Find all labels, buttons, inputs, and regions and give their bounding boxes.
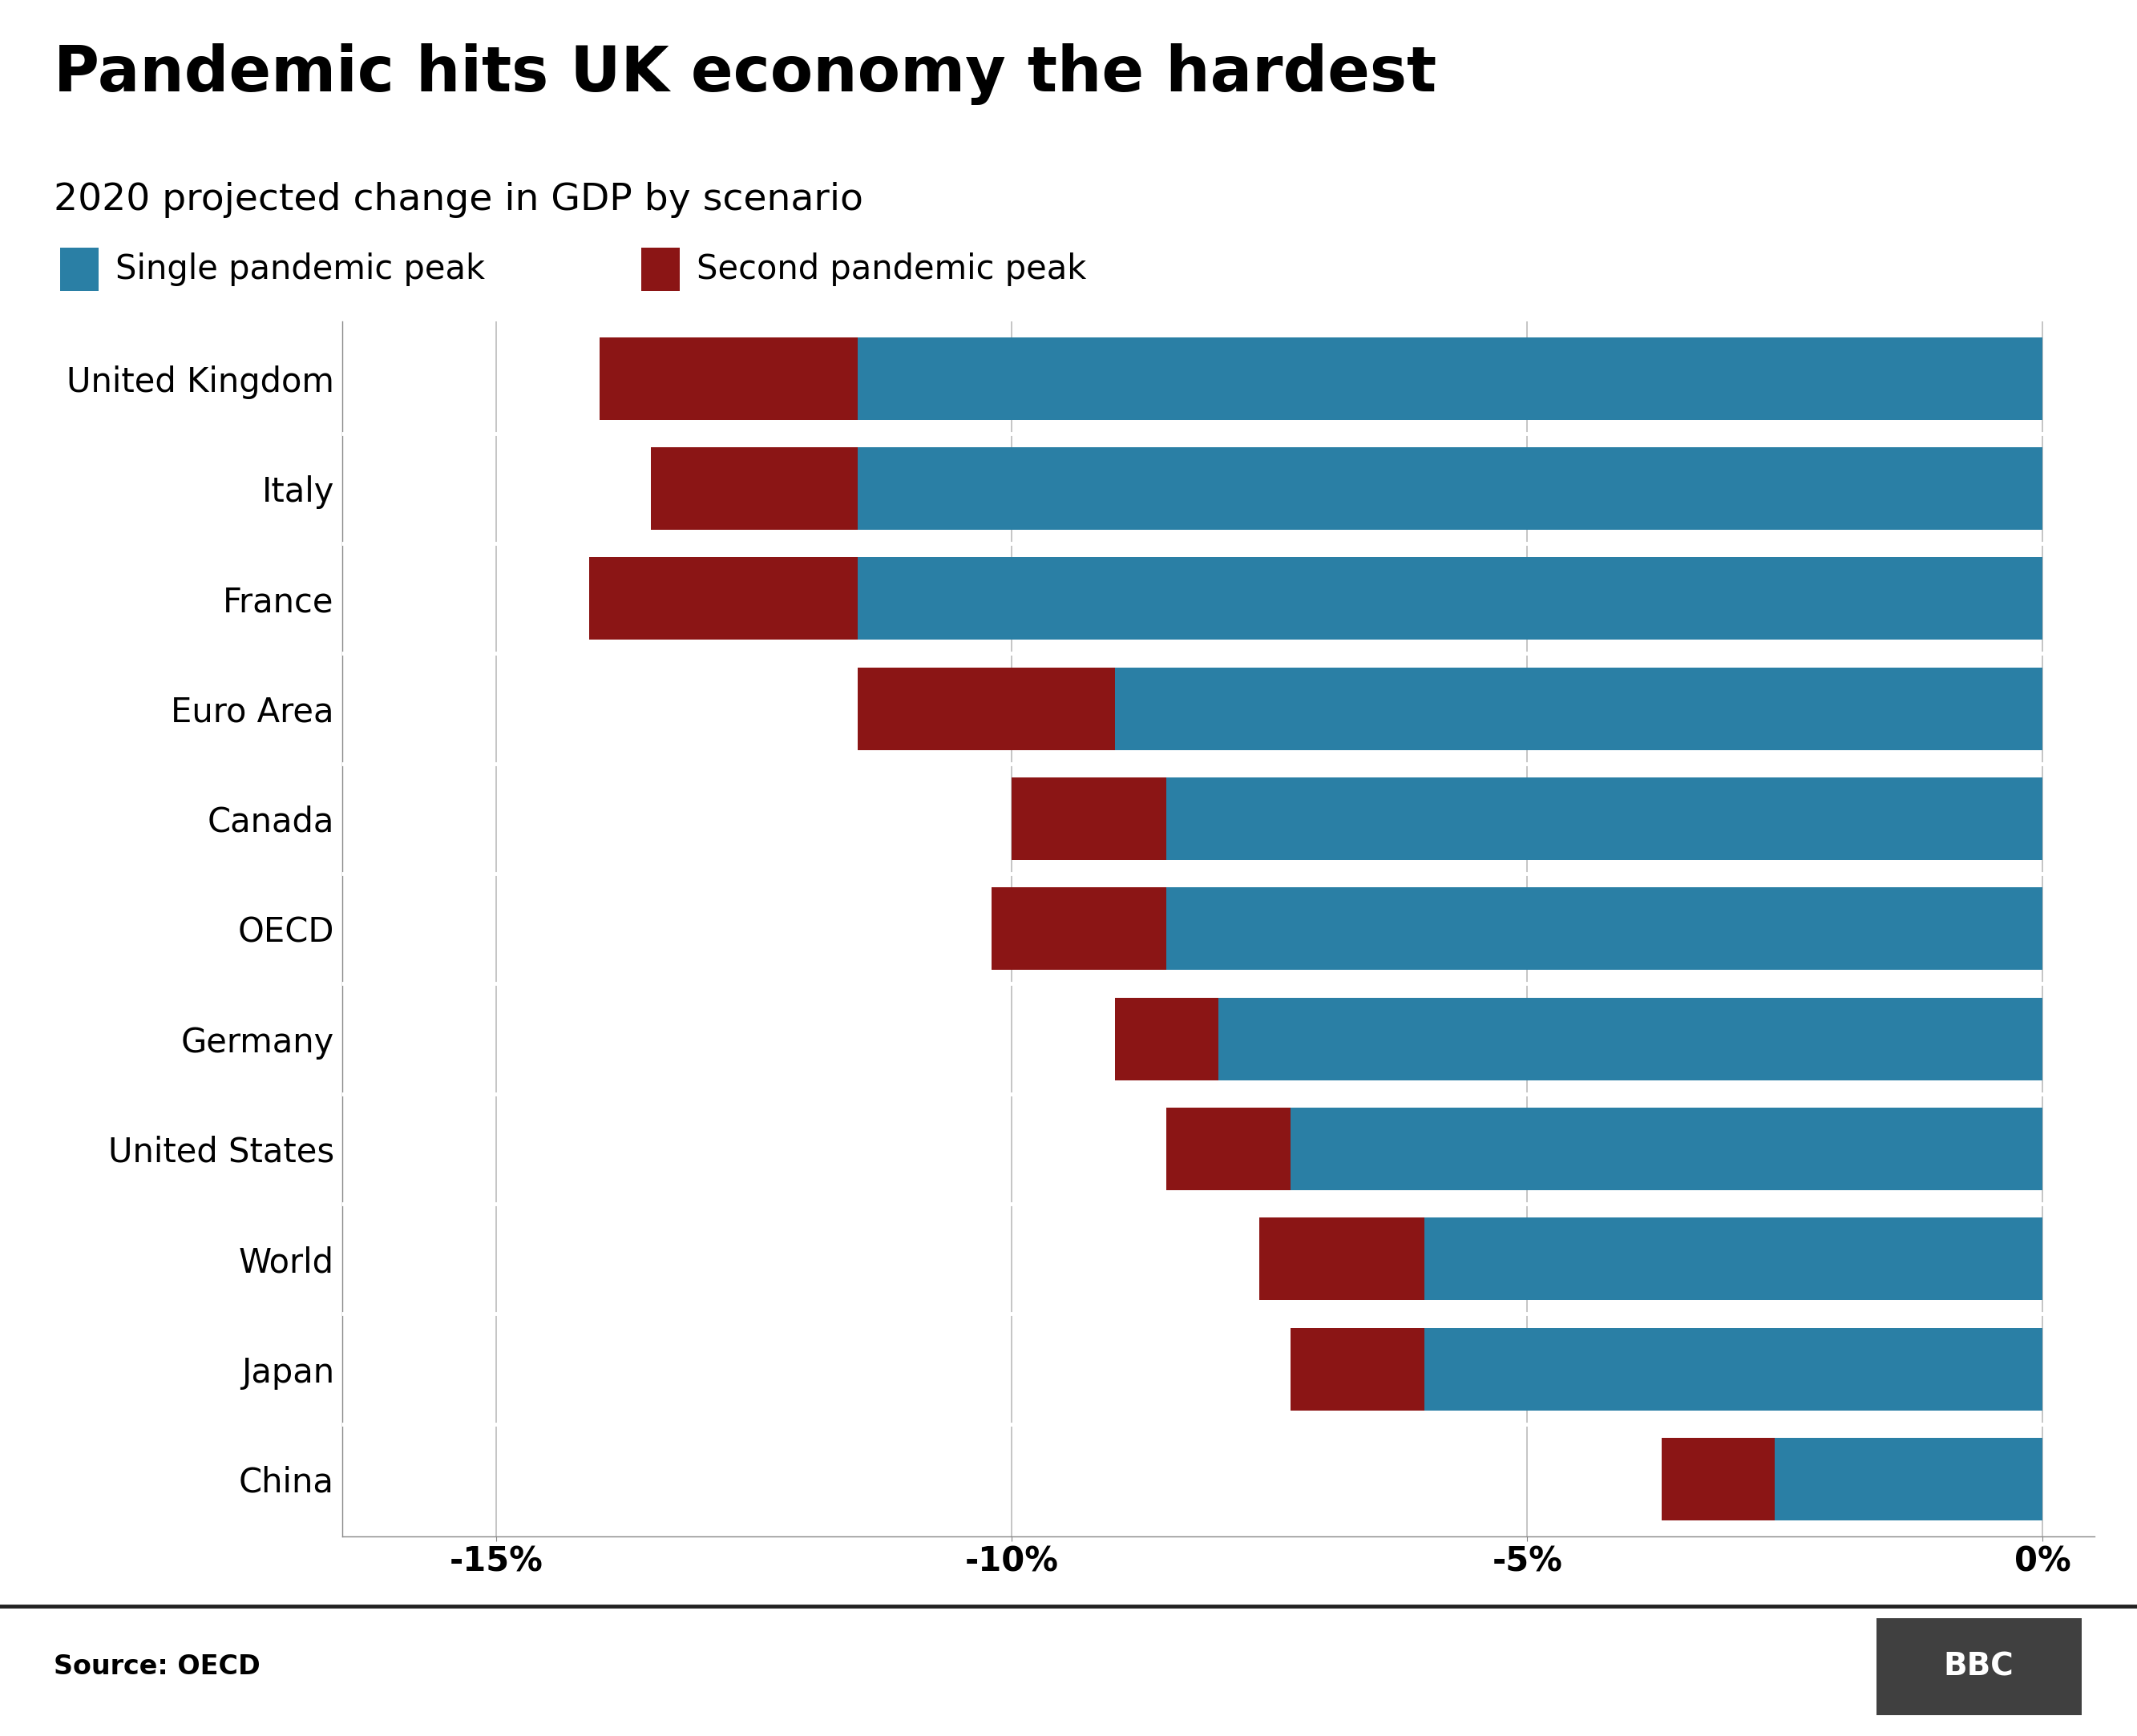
Text: Second pandemic peak: Second pandemic peak: [697, 252, 1086, 286]
Bar: [1167, 1108, 1291, 1191]
Bar: [1167, 887, 2043, 970]
Bar: [1291, 1108, 2043, 1191]
Bar: [1218, 998, 2043, 1080]
Bar: [1423, 1328, 2043, 1410]
Bar: [1423, 1217, 2043, 1300]
Text: Pandemic hits UK economy the hardest: Pandemic hits UK economy the hardest: [53, 43, 1436, 106]
Bar: [1116, 998, 1218, 1080]
Bar: [1774, 1437, 2043, 1521]
Text: BBC: BBC: [1945, 1651, 2013, 1682]
Bar: [1167, 778, 2043, 859]
Bar: [652, 448, 857, 529]
Bar: [600, 337, 857, 420]
Text: Source: OECD: Source: OECD: [53, 1653, 261, 1680]
Bar: [1116, 667, 2043, 750]
Bar: [1259, 1217, 1423, 1300]
Text: 2020 projected change in GDP by scenario: 2020 projected change in GDP by scenario: [53, 182, 863, 219]
Bar: [857, 667, 1116, 750]
Bar: [857, 337, 2043, 420]
Bar: [1660, 1437, 1774, 1521]
Bar: [857, 557, 2043, 641]
Bar: [1013, 778, 1167, 859]
Bar: [992, 887, 1167, 970]
Bar: [857, 448, 2043, 529]
Bar: [590, 557, 857, 641]
Bar: [1291, 1328, 1423, 1410]
Text: Single pandemic peak: Single pandemic peak: [115, 252, 485, 286]
